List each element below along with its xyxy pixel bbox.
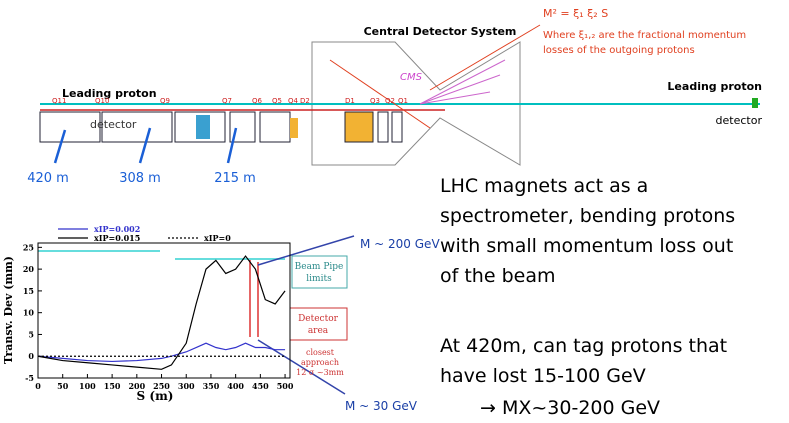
- x-tick-label: 500: [277, 381, 294, 391]
- x-tick-label: 200: [128, 381, 145, 391]
- annotation: limits: [306, 274, 332, 284]
- body-text: LHC magnets act as a: [440, 175, 648, 197]
- y-tick-label: 15: [23, 286, 34, 296]
- body-text: have lost 15-100 GeV: [440, 365, 646, 387]
- formula-note: Where ξ₁,₂ are the fractional momentum: [543, 30, 746, 41]
- body-text: → MX~30-200 GeV: [480, 397, 660, 419]
- y-tick-label: 0: [28, 351, 34, 361]
- annotation: Beam Pipe: [295, 262, 344, 272]
- detector-box: [290, 118, 298, 138]
- magnet-label: D1: [345, 97, 355, 105]
- annotation: approach: [301, 358, 339, 367]
- body-text: of the beam: [440, 265, 555, 287]
- body-text: At 420m, can tag protons that: [440, 335, 727, 357]
- y-tick-label: -5: [25, 373, 34, 383]
- x-axis-label: S (m): [137, 389, 174, 403]
- body-text: spectrometer, bending protons: [440, 205, 735, 227]
- position-label: 215 m: [214, 171, 256, 186]
- y-tick-label: 5: [28, 329, 34, 339]
- y-tick-label: 20: [23, 264, 35, 274]
- magnet-label: Q10: [95, 97, 109, 105]
- position-label: 308 m: [119, 171, 161, 186]
- x-tick-label: 450: [252, 381, 269, 391]
- proton-label: Leading proton: [667, 80, 762, 93]
- magnet-label: Q3: [370, 97, 380, 105]
- series-line: [38, 256, 285, 369]
- magnet-label: D2: [300, 97, 310, 105]
- annotation: M ~ 200 GeV: [360, 237, 440, 251]
- body-text: with small momentum loss out: [440, 235, 733, 257]
- legend-label: xIP=0.015: [94, 233, 140, 243]
- annotation: M ~ 30 GeV: [345, 399, 418, 413]
- detector-label: detector: [90, 118, 137, 131]
- annotation: 12 σ ~3mm: [296, 368, 344, 377]
- magnet-label: Q9: [160, 97, 170, 105]
- magnet-label: Q2: [385, 97, 395, 105]
- y-axis-label: Transv. Dev (mm): [2, 256, 15, 364]
- y-tick-label: 25: [23, 242, 34, 252]
- magnet-label: Q6: [252, 97, 263, 105]
- formula: M² = ξ₁ ξ₂ S: [543, 7, 608, 20]
- page: Central Detector System M² = ξ₁ ξ₂ S Whe…: [0, 0, 789, 423]
- magnet-label: Q11: [52, 97, 66, 105]
- x-tick-label: 150: [104, 381, 121, 391]
- magnet-label: Q4: [288, 97, 299, 105]
- annotation: Detector: [298, 314, 339, 324]
- x-tick-label: 300: [178, 381, 195, 391]
- central-title: Central Detector System: [364, 25, 517, 38]
- legend-label: xIP=0: [204, 233, 231, 243]
- x-tick-label: 50: [57, 381, 69, 391]
- annotation: area: [308, 326, 329, 336]
- slide: Central Detector System M² = ξ₁ ξ₂ S Whe…: [0, 0, 789, 423]
- x-tick-label: 0: [35, 381, 41, 391]
- detector-box: [752, 98, 758, 108]
- position-label: 420 m: [27, 171, 69, 186]
- magnet-label: Q7: [222, 97, 232, 105]
- detector-box: [196, 115, 210, 139]
- formula-note: losses of the outgoing protons: [543, 45, 695, 56]
- x-tick-label: 350: [203, 381, 220, 391]
- magnet-label: Q5: [272, 97, 282, 105]
- magnet-label: Q1: [398, 97, 408, 105]
- series-line: [38, 343, 285, 361]
- x-tick-label: 100: [79, 381, 96, 391]
- cms-label: CMS: [400, 72, 423, 83]
- annotation: closest: [306, 348, 335, 357]
- x-tick-label: 400: [227, 381, 244, 391]
- y-tick-label: 10: [23, 308, 35, 318]
- x-tick-label: 250: [153, 381, 170, 391]
- detector-label: detector: [716, 114, 763, 127]
